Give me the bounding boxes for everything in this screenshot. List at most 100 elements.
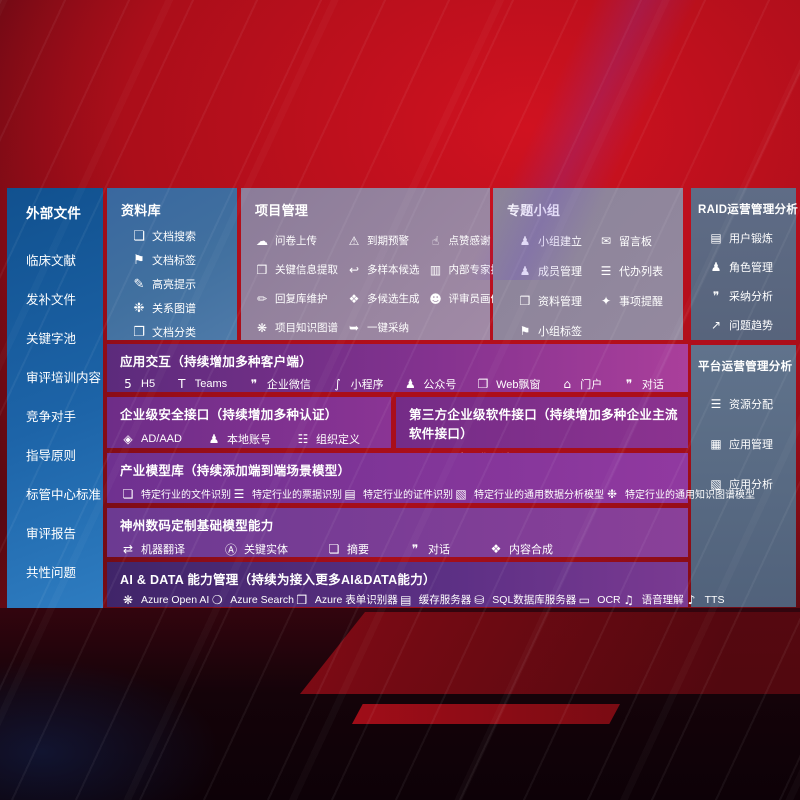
sidebar-item: 共性问题 [26,566,77,580]
sidebar-item: 标管中心标准 [26,488,102,502]
document-category-icon: ❐ [133,324,145,340]
feature-item: ❏ 特定行业的文件识别 [120,486,231,502]
feature-item: ☷ 组织定义 [295,431,360,447]
data-manage-icon: ❒ [519,294,531,308]
cloud-upload-icon: ☁ [256,233,268,248]
reply-maintain-icon: ✏ [256,291,268,306]
app-interaction-row: 应用交互（持续增加多种客户端） 5 H5 T Teams ❞ 企业微信 ∫ 小程… [107,344,688,392]
feature-item: ♟ 角色管理 [708,259,796,275]
relation-graph-icon: ❉ [133,300,145,316]
feature-item: ☰ 资源分配 [708,396,796,412]
feature-item: ⛁ SQL数据库服务器 [471,592,576,607]
feature-item: ☁ 问卷上传 [256,233,317,248]
feature-item: ✎ 高亮提示 [131,276,237,292]
project-management-list: ☁ 问卷上传 ⚠ 到期预警 ☝ 点赞感谢 ❒ 关键信息提取 ↩ 多样本候选 ▥ … [241,219,512,335]
file-recognition-icon: ❏ [122,486,134,501]
machine-translation-icon: ⇄ [122,542,134,556]
feature-item: ▦ 应用管理 [708,436,796,452]
member-manage-icon: ♟ [519,264,531,278]
feature-item: ☝ 点赞感谢 [428,233,512,248]
org-define-icon: ☷ [297,432,309,446]
feature-item: ❒ 资料管理 [517,293,582,309]
due-warning-icon: ⚠ [348,233,360,248]
feature-item: ⚑ 小组标签 [517,323,582,339]
feature-item: 5 H5 [120,377,155,391]
feature-item: ❋ Azure Open AI [120,593,209,607]
project-graph-icon: ❋ [256,320,268,335]
feature-item: ✦ 事项提醒 [598,293,663,309]
app-interaction-list: 5 H5 T Teams ❞ 企业微信 ∫ 小程序 ♟ 公众号 ❐ Web飘窗 [107,370,688,392]
azure-openai-icon: ❋ [122,592,134,607]
raid-analysis-panel: RAID运营管理分析 ▤ 用户锻炼 ♟ 角色管理 ❞ 采纳分析 ↗ 问题趋势 [691,188,799,340]
bottom-bar-shape [352,704,620,724]
highlight-pen-icon: ✎ [133,276,145,292]
content-synthesis-icon: ❖ [490,542,502,556]
user-card-icon: ▤ [710,231,722,245]
sidebar-item: 指导原则 [26,449,77,463]
multi-candidate-icon: ❖ [348,291,360,306]
feature-item: T Teams [174,377,227,391]
expert-ranking-icon: ▥ [429,262,442,277]
official-account-icon: ♟ [404,377,416,391]
raid-analysis-title: RAID运营管理分析 [698,204,799,216]
thirdparty-interface-title: 第三方企业级软件接口（持续增加多种企业主流软件接口） [409,408,678,441]
feature-item: ❒ 关键信息提取 [254,262,338,277]
feature-item: ❞ 企业微信 [246,376,311,392]
feature-item: ⌂ 门户 [559,376,602,392]
ocr-icon: ▭ [578,592,590,607]
topic-group-list: ♟ 小组建立 ✉ 留言板 ♟ 成员管理 ☰ 代办列表 ❒ 资料管理 ✦ 事项提醒 [493,219,683,339]
thirdparty-interface-row: 第三方企业级软件接口（持续增加多种企业主流软件接口） ⚙ API自动化设计器 [396,397,688,465]
platform-analysis-list: ☰ 资源分配 ▦ 应用管理 ▧ 应用分析 [691,374,796,492]
h5-icon: 5 [124,377,132,391]
feature-item: ❖ 内容合成 [488,541,553,557]
topic-group-panel: 专题小组 ♟ 小组建立 ✉ 留言板 ♟ 成员管理 ☰ 代办列表 ❒ 资料管理 [493,188,683,340]
feature-item: ⚑ 文档标签 [131,252,237,268]
feature-item: ❐ Web飘窗 [475,376,541,392]
bottom-trapezoid-shape [300,612,800,694]
feature-item: ♫ 语音理解 [621,592,683,607]
library-list: ❏ 文档搜索 ⚑ 文档标签 ✎ 高亮提示 ❉ 关系图谱 ❐ 文档分类 [107,219,237,340]
feature-item: ☰ 代办列表 [598,263,663,279]
portal-icon: ⌂ [563,377,572,391]
cache-server-icon: ▤ [400,592,412,607]
library-title: 资料库 [121,203,161,218]
feature-item: ♟ 成员管理 [517,263,582,279]
thumbs-up-icon: ☝ [431,233,440,248]
project-management-panel: 项目管理 ☁ 问卷上传 ⚠ 到期预警 ☝ 点赞感谢 ❒ 关键信息提取 ↩ 多样本… [241,188,512,340]
external-files-title: 外部文件 [26,206,82,221]
platform-analysis-panel: 平台运营管理分析 ☰ 资源分配 ▦ 应用管理 ▧ 应用分析 [691,345,796,607]
issue-trend-icon: ↗ [710,318,722,332]
dialog-chat-icon: ❞ [625,377,633,391]
resource-alloc-icon: ☰ [710,397,722,411]
security-interface-row: 企业级安全接口（持续增加多种认证） ◈ AD/AAD ♟ 本地账号 ☷ 组织定义 [107,397,391,448]
feature-item: ▧ 特定行业的通用数据分析模型 [453,486,604,502]
feature-item: ✉ 留言板 [598,233,663,249]
feature-item: ❖ 多候选生成 [346,291,420,306]
feature-item: ∫ 小程序 [330,376,383,392]
key-entity-icon: Ⓐ [224,542,237,557]
feature-item: ▤ 用户锻炼 [708,230,796,246]
feature-item: ▧ 应用分析 [708,476,796,492]
wechat-work-icon: ❞ [250,377,258,391]
feature-item: ↩ 多样本候选 [346,262,420,277]
feature-item: Ⓐ 关键实体 [224,542,288,557]
feature-item: ☻ 评审员画像 [429,291,501,306]
tts-icon: ♪ [687,592,696,607]
sql-database-icon: ⛁ [474,592,485,607]
aidata-title: AI & DATA 能力管理（持续为接入更多AI&DATA能力） [120,573,436,587]
feature-item: ⇄ 机器翻译 [120,541,185,557]
security-interface-title: 企业级安全接口（持续增加多种认证） [120,408,338,422]
topic-group-title: 专题小组 [507,203,561,218]
reviewer-profile-icon: ☻ [429,291,442,306]
feature-item: ❉ 关系图谱 [131,300,237,316]
feature-item: ❉ 特定行业的通用知识图谱模型 [604,486,755,502]
app-manage-icon: ▦ [710,437,722,451]
feature-item: ❏ 摘要 [326,541,369,557]
feature-item: ❒ Azure 表单识别器 [294,592,398,607]
multi-sample-icon: ↩ [348,262,360,277]
feature-item: ❍ Azure Search [209,593,294,607]
document-search-icon: ❏ [133,228,145,244]
feature-item: ↗ 问题趋势 [708,317,796,333]
industry-model-row: 产业模型库（持续添加端到端场景模型） ❏ 特定行业的文件识别 ☰ 特定行业的票据… [107,453,755,503]
base-model-row: 神州数码定制基础模型能力 ⇄ 机器翻译 Ⓐ 关键实体 ❏ 摘要 ❞ 对话 ❖ 内… [107,508,688,557]
